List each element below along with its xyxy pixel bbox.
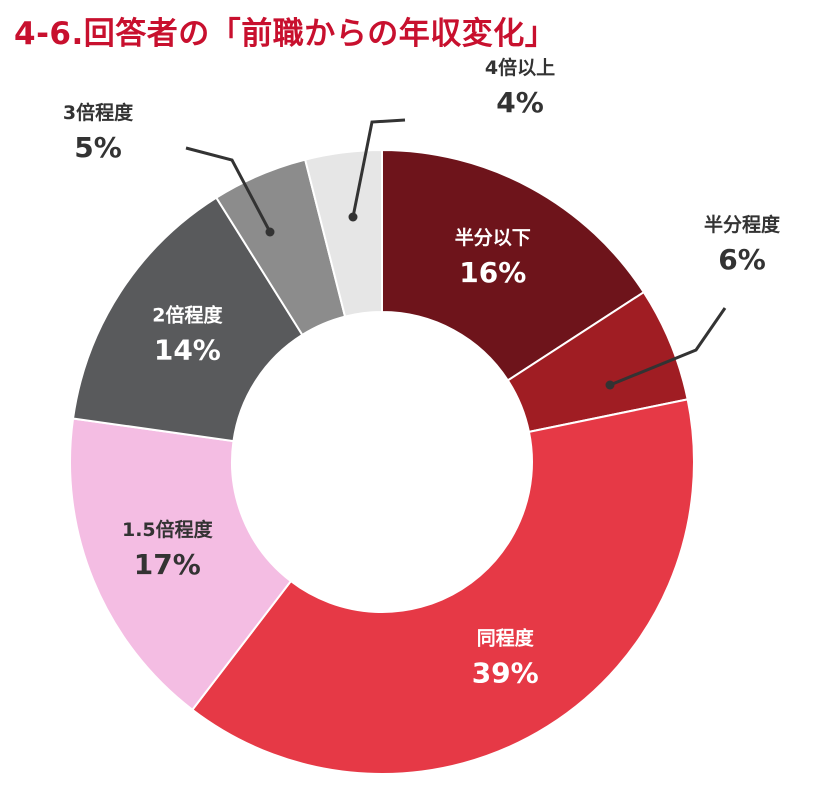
- donut-slice-1: [381, 148, 646, 382]
- slice-label-2: 半分程度: [704, 213, 781, 236]
- donut-slice-5: [71, 196, 304, 443]
- slice-label-1: 半分以下: [455, 226, 531, 249]
- slice-value-label-2: 6%: [718, 243, 766, 276]
- slice-value-label-6: 5%: [74, 131, 122, 164]
- slice-value-label-3: 39%: [472, 657, 539, 690]
- leader-dot-6: [265, 227, 275, 237]
- slice-label-4: 1.5倍程度: [122, 518, 214, 541]
- slice-label-6: 3倍程度: [63, 101, 134, 124]
- leader-line-2: [609, 307, 727, 387]
- chart-title: 4-6.回答者の「前職からの年収変化」: [14, 16, 557, 52]
- leader-dot-2: [605, 380, 615, 390]
- slice-value-label-7: 4%: [496, 86, 544, 119]
- slice-value-label-5: 14%: [154, 334, 221, 367]
- donut-slice-7: [303, 148, 383, 318]
- donut-slice-4: [68, 417, 293, 712]
- donut-slice-3: [190, 398, 695, 775]
- leader-dot-7: [348, 212, 358, 222]
- leader-line-7: [351, 118, 406, 218]
- leader-line-6: [185, 146, 272, 233]
- slice-value-label-1: 16%: [459, 256, 526, 289]
- slice-value-label-4: 17%: [134, 548, 201, 581]
- slice-label-7: 4倍以上: [485, 56, 555, 79]
- slice-label-5: 2倍程度: [152, 304, 223, 327]
- slice-label-3: 同程度: [477, 627, 535, 650]
